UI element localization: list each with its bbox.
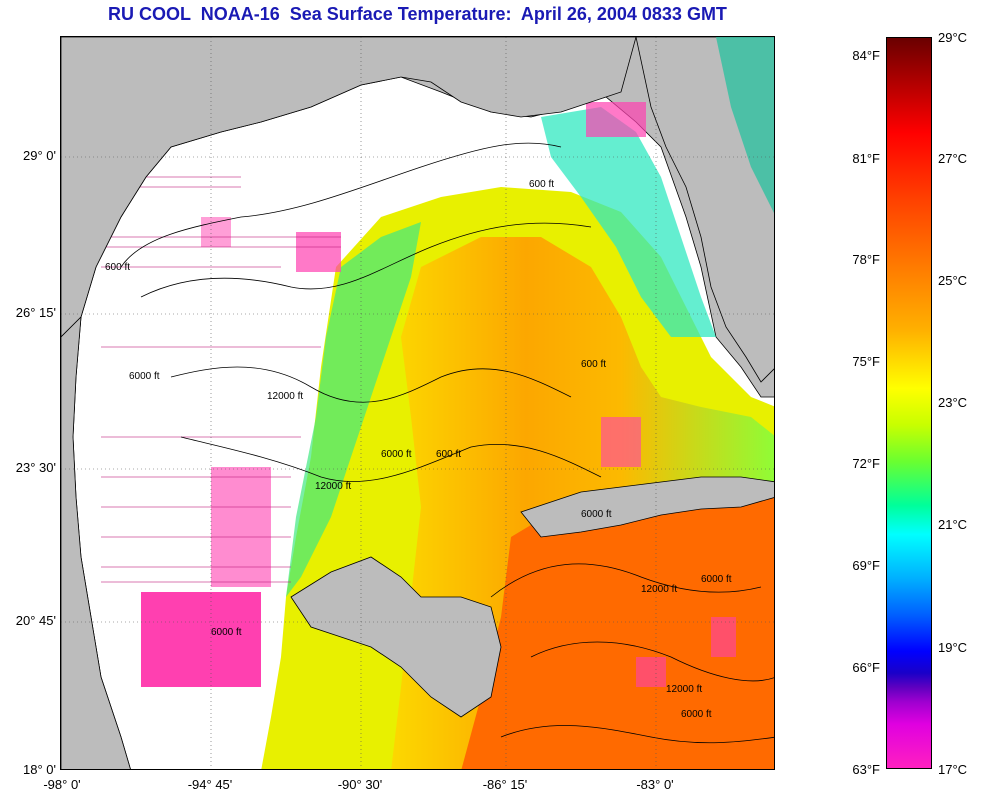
colorbar-f-label: 69°F bbox=[852, 558, 880, 573]
lat-label-29: 29° 0' bbox=[23, 148, 56, 163]
colorbar-c-label: 21°C bbox=[938, 517, 968, 532]
yucatan-land bbox=[290, 556, 502, 718]
sst-shelf-cool bbox=[541, 107, 716, 337]
colorbar-f-label: 84°F bbox=[852, 48, 880, 63]
sst-cool-band bbox=[286, 222, 421, 597]
lon-label-83: -83° 0' bbox=[636, 777, 674, 792]
colorbar-c-label: 17°C bbox=[938, 762, 968, 777]
colorbar-c-label: 25°C bbox=[938, 273, 968, 288]
chart-title: RU COOL NOAA-16 Sea Surface Temperature:… bbox=[108, 4, 727, 24]
colorbar-f-label: 78°F bbox=[852, 252, 880, 267]
cuba-land bbox=[520, 476, 774, 538]
lat-label-23-30: 23° 30' bbox=[15, 460, 56, 475]
temperature-colorbar bbox=[886, 37, 932, 769]
lon-label-94-45: -94° 45' bbox=[187, 777, 233, 792]
lat-label-18: 18° 0' bbox=[23, 762, 56, 777]
florida-atlantic-strip bbox=[716, 37, 774, 213]
lat-label-20-45: 20° 45' bbox=[15, 613, 56, 628]
lon-label-98: -98° 0' bbox=[43, 777, 81, 792]
flagged-pixels bbox=[141, 102, 736, 687]
depth-contours bbox=[120, 142, 774, 744]
colorbar-c-label: 27°C bbox=[938, 151, 968, 166]
colorbar-f-label: 63°F bbox=[852, 762, 880, 777]
sst-map-canvas bbox=[61, 37, 774, 769]
colorbar-c-label: 23°C bbox=[938, 395, 968, 410]
scan-stripes bbox=[101, 176, 341, 583]
colorbar-c-label: 29°C bbox=[938, 30, 968, 45]
colorbar-f-label: 75°F bbox=[852, 354, 880, 369]
lon-label-90-30: -90° 30' bbox=[337, 777, 383, 792]
colorbar-f-label: 72°F bbox=[852, 456, 880, 471]
lon-label-86-15: -86° 15' bbox=[482, 777, 528, 792]
colorbar-f-label: 66°F bbox=[852, 660, 880, 675]
lat-label-26-15: 26° 15' bbox=[15, 305, 56, 320]
sst-caribbean bbox=[461, 487, 774, 769]
sst-map[interactable]: 600 ft 600 ft 6000 ft 12000 ft 12000 ft … bbox=[60, 36, 775, 770]
colorbar-c-label: 19°C bbox=[938, 640, 968, 655]
mexico-west bbox=[61, 315, 131, 769]
colorbar-f-label: 81°F bbox=[852, 151, 880, 166]
